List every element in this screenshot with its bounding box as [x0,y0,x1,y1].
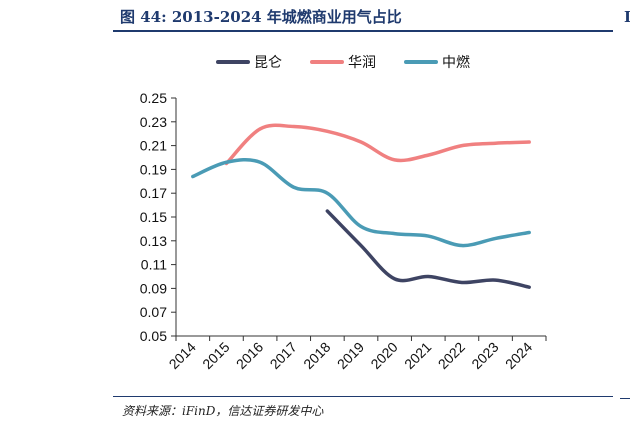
x-tick-label: 2023 [468,339,501,372]
adjacent-figure-edge: I [624,8,630,26]
x-tick-label: 2014 [166,339,199,372]
x-tick-label: 2020 [367,339,400,372]
x-tick-label: 2024 [502,339,535,372]
y-tick-label: 0.09 [140,280,167,296]
x-tick-label: 2021 [401,339,434,372]
series-line-2 [224,123,531,166]
x-tick-label: 2017 [267,339,300,372]
title-rule [113,30,613,32]
y-tick-label: 0.07 [140,304,167,320]
source-note: 资料来源：iFinD，信达证券研发中心 [122,404,324,418]
legend-label-3: 中燃 [442,54,470,71]
y-tick-label: 0.15 [140,209,167,225]
x-tick-label: 2022 [435,339,468,372]
y-tick-label: 0.05 [140,328,167,344]
y-tick-label: 0.13 [140,233,167,249]
y-tick-label: 0.19 [140,161,167,177]
adjacent-figure-rule [620,398,630,399]
y-tick-label: 0.11 [141,257,167,273]
legend-label-1: 昆仑 [254,55,282,71]
legend-label-2: 华润 [348,55,376,71]
y-tick-label: 0.23 [140,114,167,130]
figure-title: 图 44: 2013-2024 年城燃商业用气占比 [120,8,402,26]
y-tick-label: 0.21 [140,138,167,154]
y-tick-label: 0.17 [140,185,167,201]
x-tick-label: 2016 [233,339,266,372]
y-tick-label: 0.25 [140,90,167,106]
series-line-3 [191,158,531,248]
x-tick-label: 2015 [199,339,232,372]
x-tick-label: 2019 [334,339,367,372]
series-line-1 [325,209,531,289]
x-tick-label: 2018 [300,339,333,372]
source-rule [113,396,613,397]
